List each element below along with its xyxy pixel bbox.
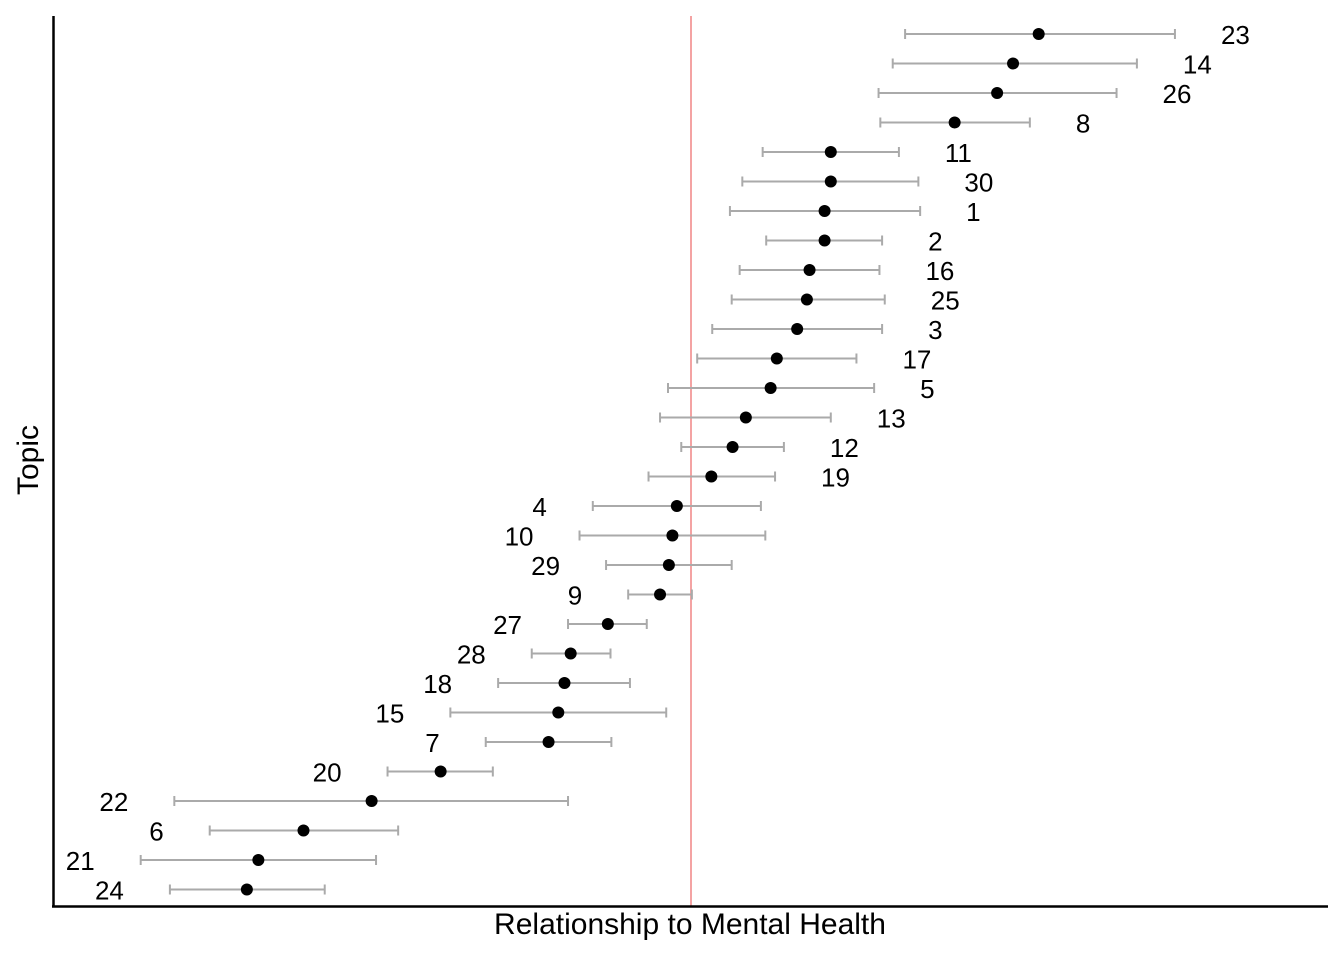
topic-label: 1 [966,197,980,227]
topic-label: 29 [531,551,560,581]
topic-label: 26 [1163,79,1192,109]
estimate-point [791,323,804,335]
points-layer [240,28,1045,896]
estimate-point [601,618,614,630]
estimate-point [240,883,253,896]
topic-label: 2 [928,227,942,257]
estimate-point [297,824,310,837]
topic-label: 23 [1221,20,1250,50]
estimate-point [666,529,679,542]
estimate-point [705,470,718,483]
estimate-point [670,500,683,512]
estimate-point [948,116,961,129]
topic-label: 12 [830,433,859,463]
estimate-point [564,647,577,660]
estimate-point [991,87,1004,99]
topic-label: 8 [1076,109,1090,139]
topic-label: 9 [568,581,582,611]
estimate-point [824,175,837,188]
topic-labels-layer: 2314268113012162531751312194102992728181… [66,20,1250,906]
estimate-point [365,795,378,807]
topic-label: 24 [95,876,124,906]
estimate-point [434,765,447,778]
estimate-point [824,146,837,158]
topic-label: 11 [945,138,972,168]
estimate-point [252,854,265,866]
y-axis-title: Topic [12,424,45,496]
estimate-point [770,352,783,365]
topic-label: 18 [423,669,452,699]
topic-label: 6 [149,817,163,847]
estimate-point [654,588,667,601]
topic-label: 27 [493,610,522,640]
estimate-point [818,205,831,217]
topic-label: 21 [66,846,95,876]
estimate-point [818,234,831,247]
topic-label: 22 [99,787,128,817]
topic-label: 19 [821,463,850,493]
estimate-point [542,736,555,748]
topic-label: 10 [505,522,534,552]
topic-label: 3 [928,315,942,345]
estimate-point [726,441,739,453]
topic-label: 4 [532,492,546,522]
x-axis-title: Relationship to Mental Health [494,908,886,941]
error-bars-layer [139,29,1176,895]
topic-label: 17 [902,345,931,375]
topic-label: 13 [877,404,906,434]
estimate-point [800,293,813,306]
topic-label: 5 [920,374,934,404]
estimate-point [1032,28,1045,40]
estimate-point [662,559,675,571]
estimate-point [552,706,565,719]
topic-label: 14 [1183,50,1212,80]
estimate-point [803,264,816,276]
topic-label: 15 [375,699,404,729]
topic-label: 28 [457,640,486,670]
topic-label: 20 [313,758,342,788]
estimate-point [558,677,571,689]
estimate-point [739,411,752,424]
topic-label: 25 [931,286,960,316]
topic-label: 30 [964,168,993,198]
topic-label: 16 [925,256,954,286]
estimate-point [764,382,777,394]
topic-label: 7 [425,728,439,758]
estimate-point [1007,57,1020,70]
